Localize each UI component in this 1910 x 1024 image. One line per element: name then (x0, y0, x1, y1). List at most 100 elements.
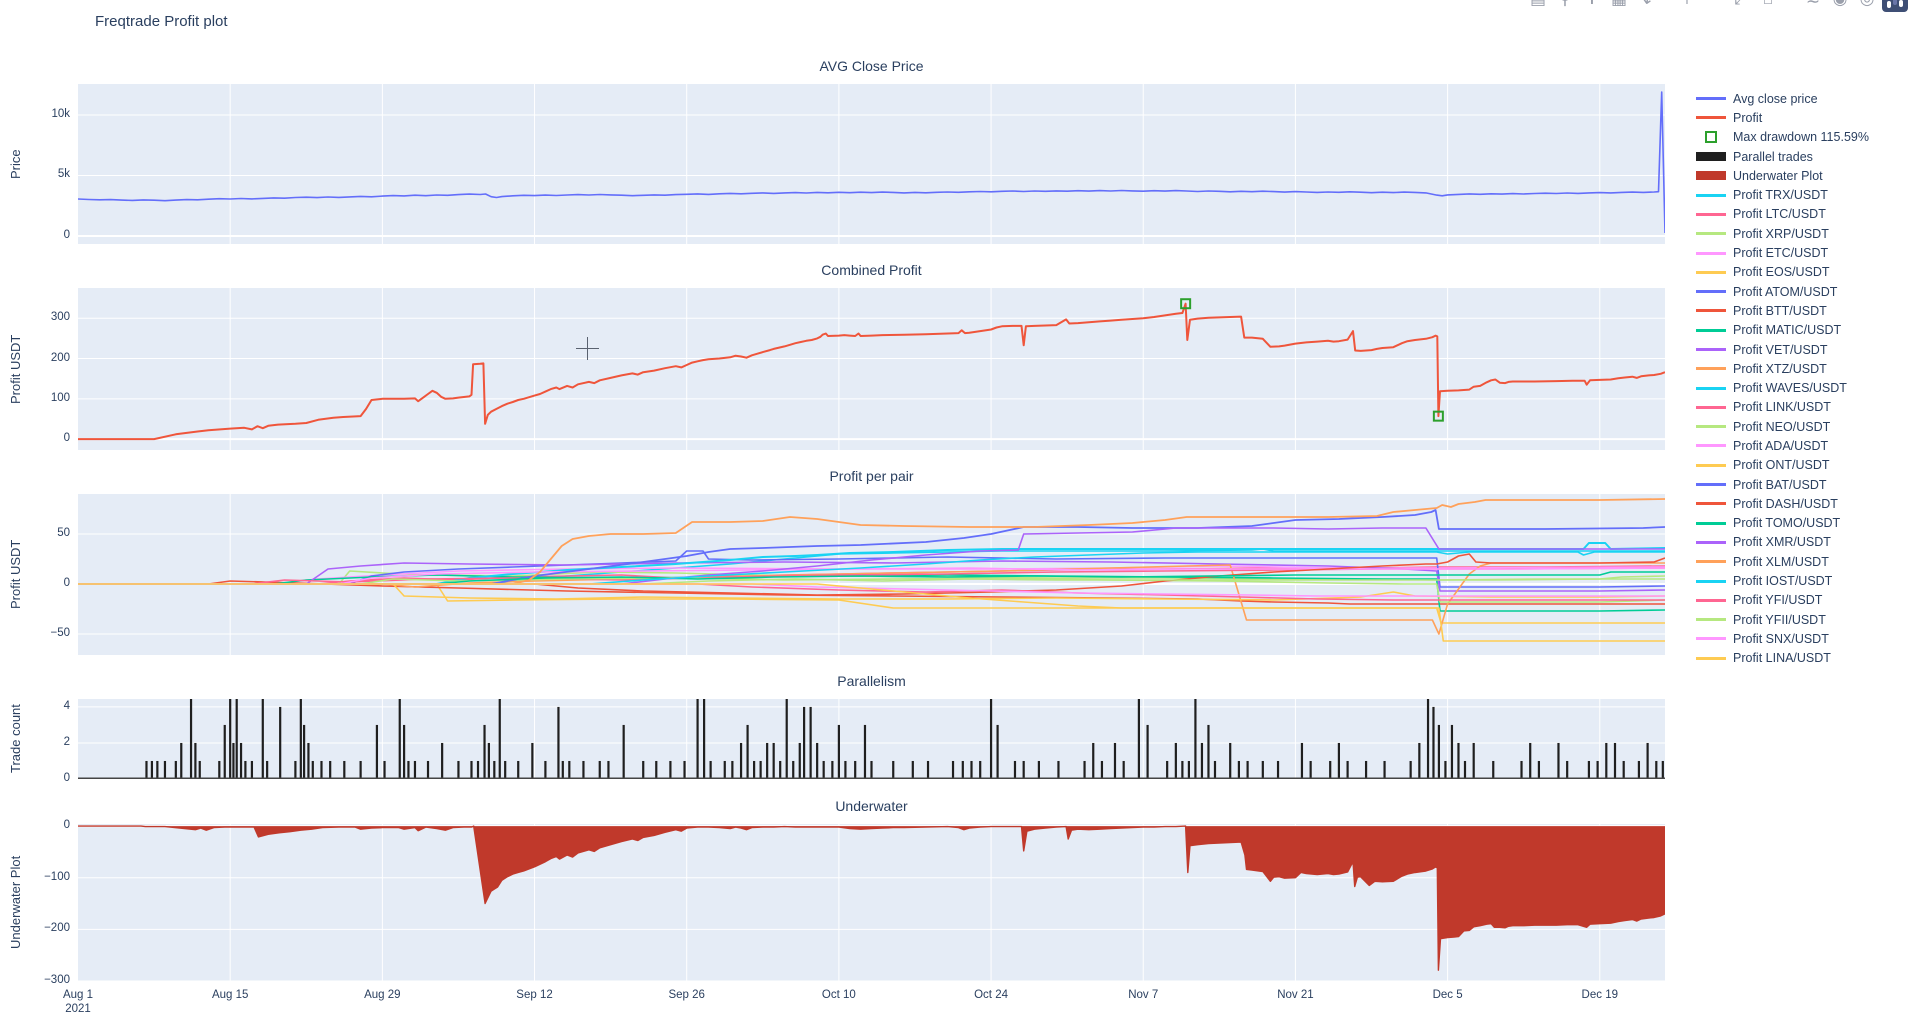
legend-swatch-icon (1696, 521, 1726, 525)
y-tick-label: 200 (50, 351, 70, 364)
legend-item-profit-waves-usdt[interactable]: Profit WAVES/USDT (1696, 378, 1869, 397)
hover-closest-icon[interactable]: ◉ (1831, 0, 1849, 8)
legend-label: Profit ONT/USDT (1733, 458, 1830, 473)
legend-mark (1696, 367, 1726, 371)
legend-mark (1696, 444, 1726, 448)
legend-item-profit-neo-usdt[interactable]: Profit NEO/USDT (1696, 417, 1869, 436)
pan-icon[interactable]: ✛ (1583, 0, 1601, 8)
legend-mark (1696, 270, 1726, 274)
plotly-logo-icon[interactable] (1882, 0, 1908, 12)
legend-swatch-icon (1696, 193, 1726, 197)
legend-item-profit-vet-usdt[interactable]: Profit VET/USDT (1696, 340, 1869, 359)
legend-item-profit-ada-usdt[interactable]: Profit ADA/USDT (1696, 436, 1869, 455)
legend-label: Profit BAT/USDT (1733, 477, 1827, 492)
legend-mark (1696, 251, 1726, 255)
legend-item-profit-xrp-usdt[interactable]: Profit XRP/USDT (1696, 224, 1869, 243)
lasso-icon[interactable]: ↯ (1637, 0, 1655, 8)
legend-label: Profit XMR/USDT (1733, 535, 1831, 550)
legend-item-profit-xlm-usdt[interactable]: Profit XLM/USDT (1696, 552, 1869, 571)
legend-label: Profit (1733, 110, 1763, 125)
hover-compare-icon[interactable]: ◎ (1858, 0, 1876, 8)
subplot-profit_per_pair[interactable] (78, 494, 1665, 655)
subplot-combined_profit[interactable] (78, 288, 1665, 450)
legend-label: Profit DASH/USDT (1733, 496, 1838, 511)
zoom-icon[interactable]: ⚲ (1556, 0, 1574, 8)
subplot-avg_close_price[interactable] (78, 84, 1665, 244)
legend-item-profit-yfii-usdt[interactable]: Profit YFII/USDT (1696, 610, 1869, 629)
legend-swatch-icon (1696, 637, 1726, 641)
legend-item-profit-tomo-usdt[interactable]: Profit TOMO/USDT (1696, 514, 1869, 533)
legend-item-profit-iost-usdt[interactable]: Profit IOST/USDT (1696, 571, 1869, 590)
subplot-title-profit_per_pair: Profit per pair (829, 468, 914, 484)
legend-swatch-icon (1696, 116, 1726, 120)
zoom-in-icon[interactable]: ＋ (1678, 0, 1696, 8)
legend-item-avg-close-price[interactable]: Avg close price (1696, 89, 1869, 108)
legend-item-profit-ltc-usdt[interactable]: Profit LTC/USDT (1696, 205, 1869, 224)
legend-item-profit-matic-usdt[interactable]: Profit MATIC/USDT (1696, 321, 1869, 340)
legend-mark (1696, 560, 1726, 564)
x-tick-label: Sep 12 (516, 989, 553, 1001)
legend-swatch-icon (1696, 618, 1726, 622)
legend-item-max-drawdown-115-59-[interactable]: Max drawdown 115.59% (1696, 128, 1869, 147)
zoom-out-icon[interactable]: － (1705, 0, 1723, 8)
legend-item-underwater-plot[interactable]: Underwater Plot (1696, 166, 1869, 185)
legend-item-profit-yfi-usdt[interactable]: Profit YFI/USDT (1696, 591, 1869, 610)
legend-item-profit-xtz-usdt[interactable]: Profit XTZ/USDT (1696, 359, 1869, 378)
legend-item-parallel-trades[interactable]: Parallel trades (1696, 147, 1869, 166)
legend-mark (1696, 521, 1726, 525)
legend-swatch-icon (1696, 560, 1726, 564)
legend-swatch-icon (1696, 405, 1726, 409)
legend-item-profit-btt-usdt[interactable]: Profit BTT/USDT (1696, 301, 1869, 320)
legend-item-profit-eos-usdt[interactable]: Profit EOS/USDT (1696, 263, 1869, 282)
legend-mark (1696, 309, 1726, 313)
legend-mark (1696, 348, 1726, 351)
legend-item-profit-snx-usdt[interactable]: Profit SNX/USDT (1696, 629, 1869, 648)
subplot-underwater[interactable] (78, 824, 1665, 981)
x-tick-label: Nov 21 (1277, 989, 1314, 1001)
legend-item-profit[interactable]: Profit (1696, 108, 1869, 127)
x-tick-label: Dec 5 (1432, 989, 1463, 1001)
subplot-title-avg_close_price: AVG Close Price (819, 58, 924, 74)
legend-mark (1696, 152, 1726, 162)
page-title: Freqtrade Profit plot (95, 13, 228, 30)
subplot-title-combined_profit: Combined Profit (821, 262, 922, 278)
legend-item-profit-dash-usdt[interactable]: Profit DASH/USDT (1696, 494, 1869, 513)
max-drawdown-marker-icon (1696, 131, 1726, 144)
legend-item-profit-trx-usdt[interactable]: Profit TRX/USDT (1696, 185, 1869, 204)
legend-label: Profit LTC/USDT (1733, 207, 1826, 222)
legend-item-profit-bat-usdt[interactable]: Profit BAT/USDT (1696, 475, 1869, 494)
legend-mark (1696, 232, 1726, 236)
legend-mark (1696, 502, 1726, 506)
legend-label: Avg close price (1733, 91, 1818, 106)
legend-swatch-icon (1696, 171, 1726, 181)
y-tick-label: 4 (63, 699, 70, 712)
y-tick-label: 50 (57, 527, 70, 539)
legend-item-profit-etc-usdt[interactable]: Profit ETC/USDT (1696, 243, 1869, 262)
legend-mark (1696, 328, 1726, 332)
legend-mark (1696, 290, 1726, 294)
legend-item-profit-ont-usdt[interactable]: Profit ONT/USDT (1696, 456, 1869, 475)
box-select-icon[interactable]: ▦ (1610, 0, 1628, 8)
subplot-parallelism[interactable] (78, 699, 1665, 779)
legend-swatch-icon (1696, 463, 1726, 467)
legend-swatch-icon (1696, 598, 1726, 602)
legend-mark (1705, 131, 1717, 144)
legend-item-profit-lina-usdt[interactable]: Profit LINA/USDT (1696, 649, 1869, 668)
legend-item-profit-link-usdt[interactable]: Profit LINK/USDT (1696, 398, 1869, 417)
reset-axes-icon[interactable]: ⌂ (1759, 0, 1777, 8)
legend-swatch-icon (1696, 97, 1726, 101)
legend-label: Profit ATOM/USDT (1733, 284, 1838, 299)
legend: Avg close price Profit Max drawdown 115.59… (1696, 89, 1869, 668)
autoscale-icon[interactable]: ⤢ (1732, 0, 1750, 8)
legend-item-profit-xmr-usdt[interactable]: Profit XMR/USDT (1696, 533, 1869, 552)
legend-swatch-icon (1696, 656, 1726, 660)
spikeline-icon[interactable]: ≋ (1804, 0, 1822, 8)
camera-icon[interactable]: ▤ (1529, 0, 1547, 8)
x-tick-label: Aug 15 (211, 989, 249, 1001)
y-tick-label: 0 (63, 819, 70, 832)
legend-swatch-icon (1696, 444, 1726, 448)
legend-item-profit-atom-usdt[interactable]: Profit ATOM/USDT (1696, 282, 1869, 301)
legend-label: Profit IOST/USDT (1733, 574, 1833, 589)
legend-mark (1696, 483, 1726, 487)
legend-swatch-icon (1696, 367, 1726, 371)
